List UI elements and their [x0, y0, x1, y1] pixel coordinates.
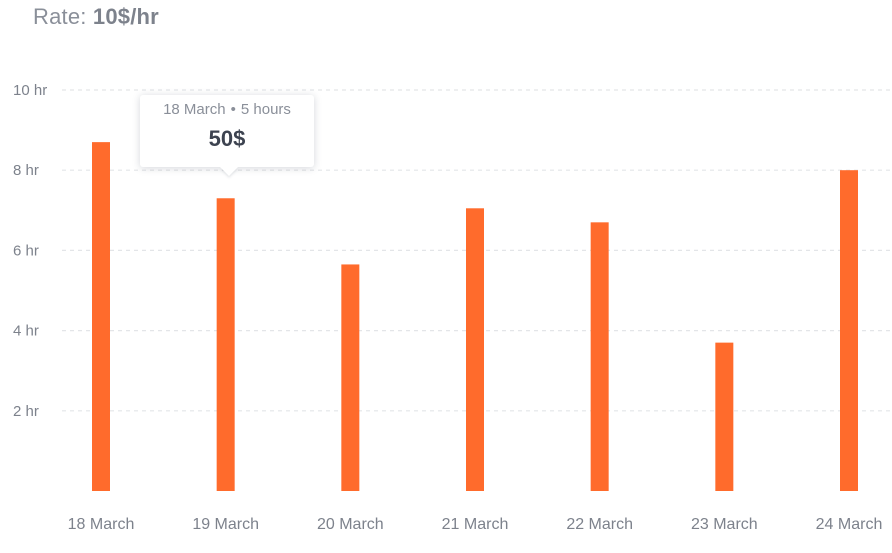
y-tick-label: 2 hr [13, 403, 39, 420]
tooltip-date: 18 March [163, 101, 226, 118]
tooltip-amount: 50$ [208, 126, 246, 151]
bar [216, 198, 235, 491]
x-tick-label: 18 March [68, 516, 135, 533]
bar [590, 222, 609, 491]
rate-label: Rate: [33, 4, 87, 29]
y-tick-label: 6 hr [13, 242, 39, 259]
x-tick-label: 20 March [317, 516, 384, 533]
x-tick-label: 24 March [816, 516, 883, 533]
tooltip-separator: • [230, 101, 236, 118]
x-tick-label: 19 March [192, 516, 259, 533]
bar-tooltip: 18 March • 5 hours 50$ [140, 95, 314, 167]
x-tick-label: 22 March [566, 516, 633, 533]
tooltip-hours: 5 hours [240, 101, 291, 118]
rate-header: Rate: 10$/hr [33, 4, 159, 30]
y-tick-label: 10 hr [13, 82, 47, 99]
y-tick-label: 4 hr [13, 323, 39, 340]
bar [840, 170, 858, 491]
bar [341, 264, 360, 491]
bar [466, 208, 484, 492]
x-tick-label: 21 March [442, 516, 509, 533]
y-tick-label: 8 hr [13, 162, 39, 179]
x-tick-label: 23 March [691, 516, 758, 533]
tooltip-detail: 18 March • 5 hours [140, 101, 314, 118]
bar [92, 142, 110, 491]
bar [715, 342, 734, 491]
rate-value: 10$/hr [92, 4, 159, 29]
